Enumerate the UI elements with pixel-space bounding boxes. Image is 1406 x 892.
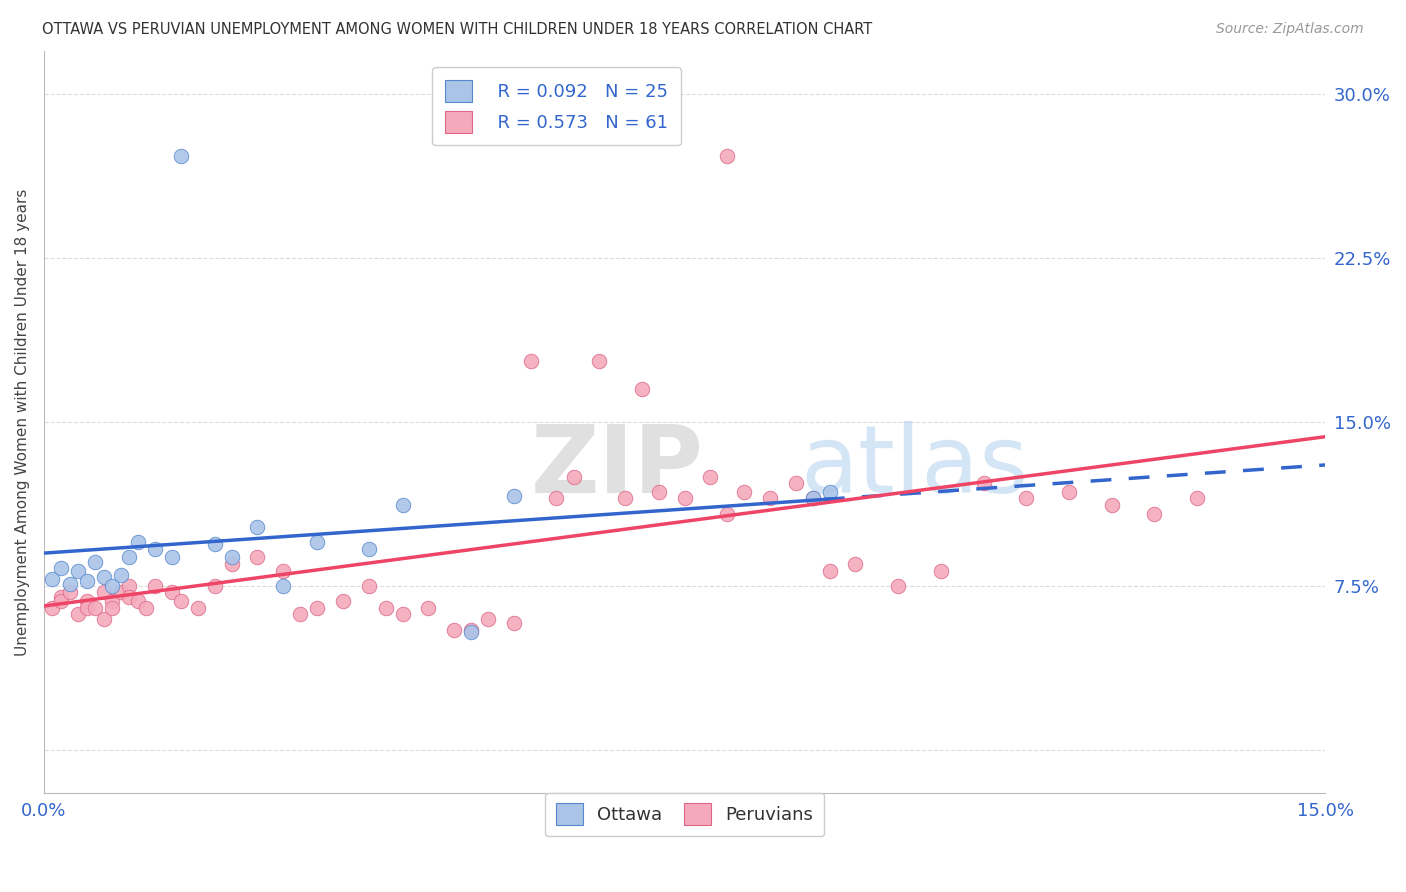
Point	[699, 469, 721, 483]
Point	[76, 600, 98, 615]
Point	[246, 520, 269, 534]
Point	[443, 623, 465, 637]
Point	[973, 476, 995, 491]
Point	[673, 491, 696, 506]
Point	[67, 564, 90, 578]
Point	[460, 623, 482, 637]
Point	[271, 579, 294, 593]
Point	[143, 541, 166, 556]
Point	[143, 579, 166, 593]
Point	[169, 148, 191, 162]
Text: OTTAWA VS PERUVIAN UNEMPLOYMENT AMONG WOMEN WITH CHILDREN UNDER 18 YEARS CORRELA: OTTAWA VS PERUVIAN UNEMPLOYMENT AMONG WO…	[42, 22, 873, 37]
Point	[127, 594, 149, 608]
Point	[477, 612, 499, 626]
Point	[101, 594, 124, 608]
Point	[204, 537, 226, 551]
Point	[49, 561, 72, 575]
Point	[118, 550, 141, 565]
Point	[1185, 491, 1208, 506]
Legend: Ottawa, Peruvians: Ottawa, Peruvians	[546, 793, 824, 837]
Point	[357, 541, 380, 556]
Point	[562, 469, 585, 483]
Point	[818, 484, 841, 499]
Point	[844, 557, 866, 571]
Point	[391, 607, 413, 622]
Point	[118, 590, 141, 604]
Point	[648, 484, 671, 499]
Point	[246, 550, 269, 565]
Point	[84, 600, 107, 615]
Point	[76, 574, 98, 589]
Point	[288, 607, 311, 622]
Point	[204, 579, 226, 593]
Point	[118, 579, 141, 593]
Point	[49, 590, 72, 604]
Text: Source: ZipAtlas.com: Source: ZipAtlas.com	[1216, 22, 1364, 37]
Point	[460, 624, 482, 639]
Point	[631, 382, 654, 396]
Point	[160, 585, 183, 599]
Point	[307, 535, 329, 549]
Point	[84, 555, 107, 569]
Point	[76, 594, 98, 608]
Point	[187, 600, 209, 615]
Point	[716, 148, 738, 162]
Point	[307, 600, 329, 615]
Point	[520, 354, 543, 368]
Point	[801, 491, 824, 506]
Point	[127, 535, 149, 549]
Point	[110, 585, 132, 599]
Point	[1015, 491, 1038, 506]
Point	[759, 491, 782, 506]
Point	[332, 594, 354, 608]
Point	[374, 600, 396, 615]
Point	[58, 576, 80, 591]
Point	[169, 594, 191, 608]
Point	[41, 572, 63, 586]
Point	[93, 570, 115, 584]
Point	[801, 491, 824, 506]
Point	[271, 564, 294, 578]
Point	[502, 615, 524, 630]
Point	[58, 585, 80, 599]
Point	[613, 491, 636, 506]
Text: ZIP: ZIP	[531, 420, 703, 513]
Point	[101, 579, 124, 593]
Point	[110, 568, 132, 582]
Point	[588, 354, 610, 368]
Point	[502, 489, 524, 503]
Point	[929, 564, 952, 578]
Point	[391, 498, 413, 512]
Point	[887, 579, 910, 593]
Point	[67, 607, 90, 622]
Y-axis label: Unemployment Among Women with Children Under 18 years: Unemployment Among Women with Children U…	[15, 188, 30, 656]
Point	[93, 585, 115, 599]
Point	[49, 594, 72, 608]
Point	[101, 600, 124, 615]
Point	[546, 491, 568, 506]
Point	[160, 550, 183, 565]
Point	[135, 600, 157, 615]
Point	[818, 564, 841, 578]
Point	[221, 557, 243, 571]
Point	[93, 612, 115, 626]
Point	[357, 579, 380, 593]
Point	[418, 600, 440, 615]
Point	[41, 600, 63, 615]
Point	[1101, 498, 1123, 512]
Point	[733, 484, 755, 499]
Point	[221, 550, 243, 565]
Text: atlas: atlas	[800, 420, 1028, 513]
Point	[1143, 507, 1166, 521]
Point	[716, 507, 738, 521]
Point	[785, 476, 807, 491]
Point	[1057, 484, 1080, 499]
